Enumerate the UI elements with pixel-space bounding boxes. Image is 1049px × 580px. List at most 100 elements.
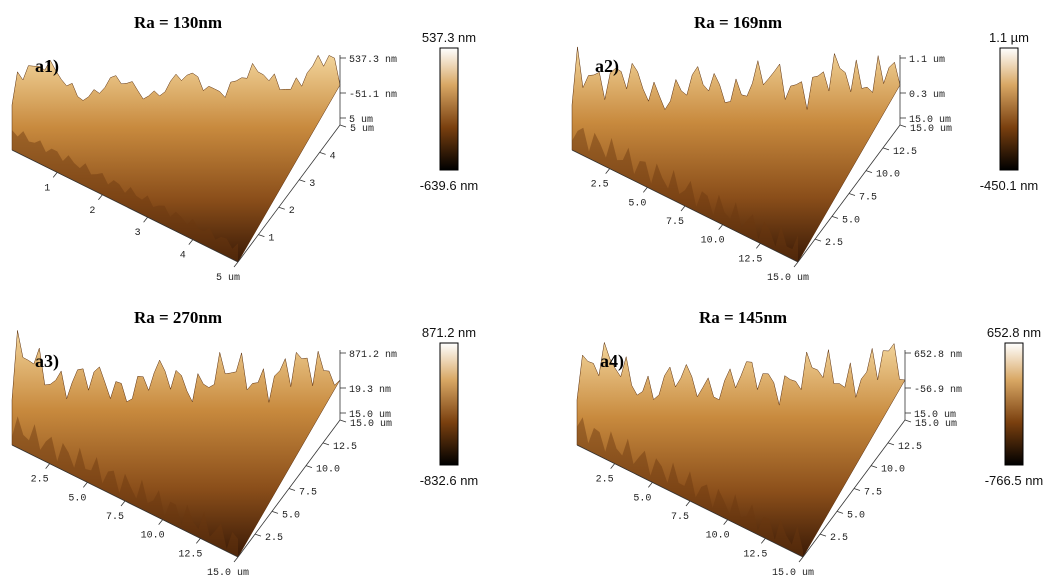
y-tick-label: 12.5 bbox=[333, 442, 357, 453]
y-tick-label: 10.0 bbox=[316, 465, 340, 476]
y-tick-label: 4 bbox=[330, 151, 336, 162]
z-tick-label: 15.0 um bbox=[349, 410, 391, 421]
x-tick-label: 10.0 bbox=[141, 531, 165, 542]
x-tick-label: 5 um bbox=[216, 273, 240, 284]
y-tick-label: 2.5 bbox=[830, 533, 848, 544]
x-tick-label: 1 bbox=[44, 183, 50, 194]
y-tick-label: 3 bbox=[309, 179, 315, 190]
x-tick-label: 15.0 um bbox=[767, 273, 809, 284]
y-tick-label: 5.0 bbox=[847, 510, 865, 521]
x-tick bbox=[794, 262, 798, 267]
x-tick-label: 12.5 bbox=[738, 254, 762, 265]
y-tick bbox=[279, 207, 285, 209]
afm-panel: 2.55.07.510.012.515.0 um2.55.07.510.012.… bbox=[577, 308, 1043, 579]
y-tick bbox=[255, 534, 261, 536]
y-tick bbox=[320, 152, 326, 154]
panel-label: a1) bbox=[35, 56, 59, 77]
x-tick bbox=[611, 464, 615, 469]
x-tick-label: 2 bbox=[89, 206, 95, 217]
panel-title: Ra = 130nm bbox=[134, 13, 222, 32]
x-tick-label: 2.5 bbox=[596, 475, 614, 486]
colorbar-max: 652.8 nm bbox=[987, 325, 1041, 340]
y-tick-label: 2 bbox=[289, 206, 295, 217]
y-tick bbox=[340, 125, 346, 127]
y-tick-label: 2.5 bbox=[825, 238, 843, 249]
colorbar bbox=[440, 343, 458, 465]
y-tick bbox=[258, 235, 264, 237]
z-tick-label: 15.0 um bbox=[909, 115, 951, 126]
x-tick bbox=[724, 520, 728, 525]
figure: 12345 um12345 um537.3 nm-51.1 nm5 umRa =… bbox=[0, 0, 1049, 580]
panel-title: Ra = 270nm bbox=[134, 308, 222, 327]
x-tick bbox=[648, 482, 652, 487]
colorbar-min: -450.1 nm bbox=[980, 178, 1039, 193]
y-tick bbox=[299, 180, 305, 182]
colorbar-min: -766.5 nm bbox=[985, 473, 1044, 488]
x-tick-label: 12.5 bbox=[743, 549, 767, 560]
x-tick-label: 7.5 bbox=[106, 512, 124, 523]
x-tick bbox=[643, 187, 647, 192]
panel-label: a2) bbox=[595, 56, 619, 77]
z-tick-label: 537.3 nm bbox=[349, 55, 397, 66]
x-tick bbox=[83, 482, 87, 487]
x-tick bbox=[799, 557, 803, 562]
y-tick bbox=[832, 216, 838, 218]
z-tick-label: 871.2 nm bbox=[349, 350, 397, 361]
afm-panel: 2.55.07.510.012.515.0 um2.55.07.510.012.… bbox=[12, 308, 478, 579]
x-tick-label: 7.5 bbox=[666, 217, 684, 228]
x-tick bbox=[159, 520, 163, 525]
x-tick-label: 4 bbox=[180, 251, 186, 262]
z-tick-label: -56.9 nm bbox=[914, 385, 962, 396]
x-tick bbox=[761, 538, 765, 543]
x-tick-label: 10.0 bbox=[706, 531, 730, 542]
y-tick-label: 2.5 bbox=[265, 533, 283, 544]
panel-label: a4) bbox=[600, 351, 624, 372]
y-tick bbox=[306, 466, 312, 468]
colorbar-min: -832.6 nm bbox=[420, 473, 479, 488]
z-tick-label: -51.1 nm bbox=[349, 90, 397, 101]
z-tick-label: 19.3 nm bbox=[349, 385, 391, 396]
y-tick bbox=[871, 466, 877, 468]
colorbar bbox=[440, 48, 458, 170]
x-tick bbox=[681, 206, 685, 211]
x-tick bbox=[606, 169, 610, 174]
y-tick-label: 10.0 bbox=[876, 170, 900, 181]
y-tick-label: 12.5 bbox=[893, 147, 917, 158]
y-tick bbox=[820, 534, 826, 536]
colorbar-max: 537.3 nm bbox=[422, 30, 476, 45]
x-tick-label: 5.0 bbox=[68, 493, 86, 504]
y-tick-label: 7.5 bbox=[859, 193, 877, 204]
y-tick bbox=[289, 489, 295, 491]
x-tick bbox=[686, 501, 690, 506]
y-tick bbox=[323, 443, 329, 445]
x-tick bbox=[196, 538, 200, 543]
colorbar-max: 871.2 nm bbox=[422, 325, 476, 340]
panel-title: Ra = 145nm bbox=[699, 308, 787, 327]
y-tick bbox=[866, 171, 872, 173]
x-tick bbox=[719, 225, 723, 230]
colorbar-min: -639.6 nm bbox=[420, 178, 479, 193]
x-tick-label: 5.0 bbox=[633, 493, 651, 504]
y-tick-label: 7.5 bbox=[299, 488, 317, 499]
y-tick bbox=[815, 239, 821, 241]
z-tick-label: 1.1 um bbox=[909, 55, 945, 66]
x-tick-label: 3 bbox=[135, 228, 141, 239]
colorbar bbox=[1005, 343, 1023, 465]
y-tick bbox=[888, 443, 894, 445]
panel-label: a3) bbox=[35, 351, 59, 372]
y-tick-label: 5.0 bbox=[282, 510, 300, 521]
x-tick bbox=[53, 172, 57, 177]
y-tick bbox=[854, 489, 860, 491]
afm-panel: 2.55.07.510.012.515.0 um2.55.07.510.012.… bbox=[572, 13, 1038, 284]
y-tick bbox=[272, 511, 278, 513]
x-tick bbox=[98, 195, 102, 200]
y-tick-label: 1 bbox=[268, 234, 274, 245]
x-tick-label: 5.0 bbox=[628, 198, 646, 209]
x-tick-label: 12.5 bbox=[178, 549, 202, 560]
x-tick bbox=[234, 262, 238, 267]
y-tick bbox=[340, 420, 346, 422]
y-tick bbox=[849, 194, 855, 196]
x-tick bbox=[144, 217, 148, 222]
x-tick bbox=[234, 557, 238, 562]
